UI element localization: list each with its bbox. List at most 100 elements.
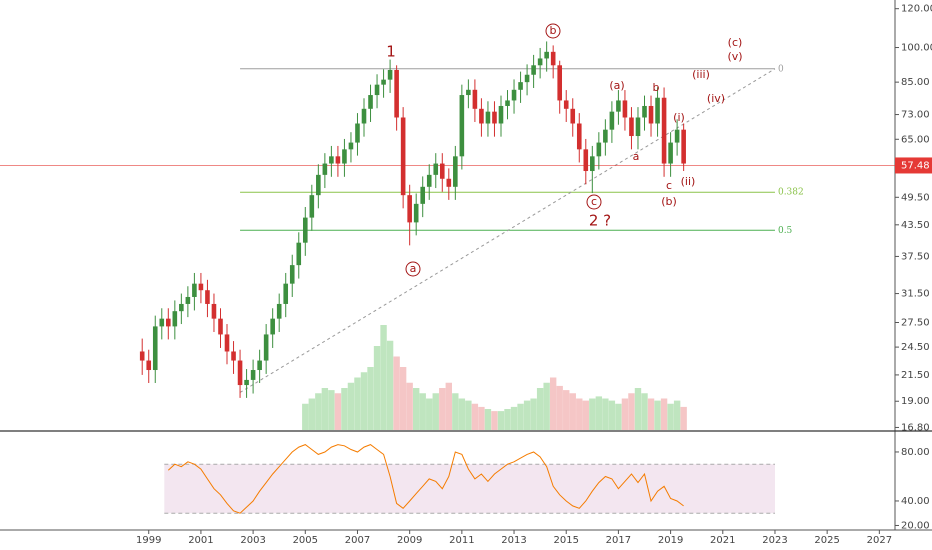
x-tick-label: 1999 [136, 535, 161, 546]
candle-body [472, 89, 478, 109]
wave-label: (v) [727, 50, 742, 63]
candle-body [355, 123, 360, 143]
candle-body [511, 89, 517, 101]
volume-bar [432, 393, 439, 430]
candle-body [648, 105, 654, 124]
candle-body [250, 370, 256, 380]
volume-bar [347, 382, 355, 430]
candle-body [603, 129, 608, 143]
candle-body [466, 89, 471, 96]
y-tick-label: 37.50 [901, 251, 930, 262]
candle-body [231, 351, 236, 361]
rsi-tick-label: 80.00 [901, 447, 930, 458]
y-tick-label: 19.00 [901, 396, 930, 407]
volume-bar [302, 403, 309, 430]
wave-label: a [633, 150, 640, 163]
candle-body [459, 95, 465, 157]
candle-body [655, 97, 660, 124]
volume-bar [412, 388, 420, 430]
volume-bar [393, 356, 400, 430]
candle-body [681, 129, 686, 164]
volume-bar [589, 398, 596, 430]
rsi-line [167, 444, 684, 514]
y-tick-label: 120.00 [901, 4, 932, 15]
candle-body [609, 111, 615, 130]
x-tick-label: 2005 [293, 535, 318, 546]
volume-bar [452, 393, 459, 430]
volume-bar [680, 406, 687, 430]
x-tick-label: 2023 [762, 535, 787, 546]
candle-body [550, 51, 556, 66]
candle-body [622, 100, 628, 118]
wave-label: c [591, 195, 597, 208]
wave-label: b [550, 24, 557, 37]
candle-body [237, 360, 243, 386]
candle-body [492, 111, 497, 124]
volume-bar [341, 388, 348, 430]
y-tick-label: 27.50 [901, 317, 930, 328]
candle-body [257, 360, 262, 371]
wave-circle [405, 261, 421, 277]
volume-bar [458, 398, 466, 430]
wave-label: (c) [728, 36, 743, 49]
volume-bar [308, 398, 316, 430]
volume-bar [406, 382, 413, 430]
candle-body [224, 334, 230, 352]
candle-body [185, 296, 191, 304]
wave-label: c [666, 179, 672, 192]
candle-body [518, 82, 523, 90]
wave-label: a [410, 262, 417, 275]
candle-body [635, 117, 641, 137]
volume-bar [399, 367, 407, 430]
y-tick-label: 16.80 [901, 422, 930, 433]
candle-body [433, 163, 439, 175]
y-tick-label: 100.00 [901, 43, 932, 54]
volume-bar [654, 400, 661, 430]
candle-body [276, 303, 282, 319]
candle-body [668, 142, 673, 164]
volume-bar [380, 325, 387, 430]
volume-bar [484, 409, 492, 430]
candle-body [309, 195, 315, 218]
volume-bar [621, 398, 629, 430]
candle-body [485, 111, 491, 124]
wave-label: (iv) [707, 92, 725, 105]
candle-body [394, 69, 399, 118]
wave-label: (a) [609, 79, 624, 92]
volume-bar [563, 390, 570, 430]
y-tick-label: 21.50 [901, 370, 930, 381]
last-price-tag [895, 157, 932, 174]
rsi-tick-label: 20.00 [901, 520, 930, 531]
volume-bar [510, 406, 518, 430]
candle-body [283, 283, 289, 304]
volume-bar [504, 409, 511, 430]
candle-body [244, 379, 249, 386]
volume-bar [445, 382, 453, 430]
candle-body [420, 186, 426, 204]
candle-body [172, 311, 178, 327]
volume-bar [549, 377, 557, 430]
candle-body [453, 156, 458, 187]
candle-body [583, 149, 589, 172]
candle-body [596, 142, 602, 157]
wave-circle [545, 23, 561, 39]
x-tick-label: 2001 [188, 535, 213, 546]
candle-body [446, 178, 452, 187]
volume-bar [634, 388, 642, 430]
fib-label: 0.382 [778, 188, 804, 198]
x-tick-label: 2027 [867, 535, 892, 546]
candle-body [263, 334, 269, 361]
candle-body [159, 318, 165, 327]
volume-bar [530, 398, 537, 430]
candle-body [361, 108, 367, 124]
candle-body [270, 318, 275, 335]
wave-label: (b) [661, 195, 677, 208]
candle-body [316, 174, 321, 196]
y-tick-label: 31.50 [901, 289, 930, 300]
candle-body [616, 100, 621, 112]
volume-bar [517, 403, 524, 430]
candle-body [426, 174, 432, 187]
candle-body [289, 265, 295, 284]
